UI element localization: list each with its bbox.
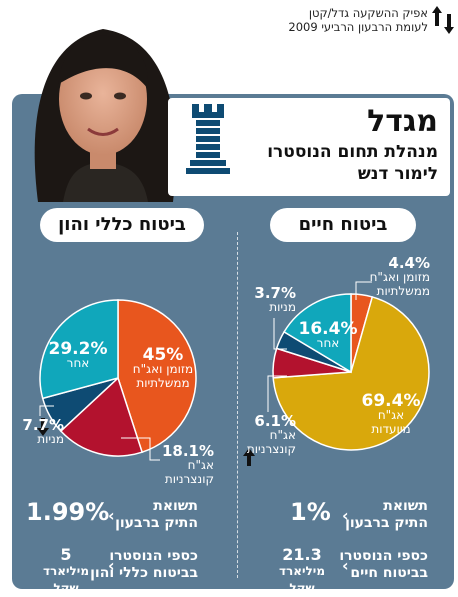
life-stocks-text1: מניות: [269, 300, 296, 314]
life-gov-text2: ממשלתיות: [376, 284, 430, 298]
general-other-label: 29.2% אחר: [46, 339, 110, 371]
life-nostro-label: כספי הנוסטרו בביטוח חיים: [339, 548, 428, 582]
manager-photo: [34, 29, 176, 202]
life-corporate-text1: אג"ח: [269, 428, 296, 442]
trend-legend-line1: אפיק ההשקעה גדל/קטן: [308, 6, 428, 20]
general-gov-label: 45% מזומן ואג"ח ממשלתיות: [118, 345, 208, 391]
general-gov-value: 45%: [142, 345, 184, 365]
life-gov-label: 4.4% מזומן ואג"ח ממשלתיות: [369, 254, 430, 299]
leader-life-stocks: [273, 318, 287, 350]
general-pie-slice-0: [117, 299, 197, 454]
general-return-value: 1.99%: [26, 498, 110, 526]
trend-arrows: [37, 418, 255, 466]
general-return-label-2: התיק ברבעון: [115, 515, 198, 531]
leader-life-corporate: [267, 375, 287, 412]
life-gov-text1: מזומן ואג"ח: [369, 270, 430, 284]
down-arrow-icon: [37, 418, 49, 436]
manager-name: לימור דנש: [357, 164, 438, 184]
general-corporate-value: 18.1%: [161, 442, 214, 460]
general-gov-text2: ממשלתיות: [136, 376, 190, 390]
general-other-value: 29.2%: [48, 339, 108, 359]
life-stocks-value: 3.7%: [254, 284, 296, 302]
trend-legend-note: אפיק ההשקעה גדל/קטן לעומת הרבעון הרביעי …: [208, 6, 428, 34]
general-nostro-unit: מיליארד שקל: [42, 564, 90, 595]
leader-lines: [39, 281, 372, 461]
general-corporate-label: 18.1% אג"ח קונצרניות: [161, 442, 214, 487]
general-nostro-label: כספי הנוסטרו בביטוח כללי והון: [90, 548, 198, 582]
life-other-value: 16.4%: [298, 319, 358, 339]
general-insurance-title: ביטוח כללי והון: [40, 208, 204, 242]
general-return-label-1: תשואת: [153, 498, 198, 514]
life-nostro-label-1: כספי הנוסטרו: [339, 548, 428, 564]
life-earmarked-text2: מיועדות: [371, 422, 411, 436]
life-earmarked-text1: אג"ח: [377, 408, 405, 422]
leader-general-corporate: [121, 437, 160, 461]
trend-legend-line2: לעומת הרבעון הרביעי 2009: [288, 20, 428, 34]
general-pie-slice-3: [39, 299, 119, 400]
life-nostro-value: 21.3: [282, 545, 322, 564]
section-divider: [237, 232, 238, 578]
general-return-chevron-icon: ‹: [108, 506, 115, 525]
general-return-label: תשואת התיק ברבעון: [115, 498, 198, 532]
company-name: מגדל: [367, 104, 438, 139]
general-nostro-value-block: 5 מיליארד שקל: [30, 546, 102, 597]
life-pie-slice-1: [272, 296, 430, 451]
up-down-arrows-icon: [432, 6, 454, 34]
manager-role: מנהלת תחום הנוסטרו: [267, 142, 438, 162]
life-return-value: 1%: [290, 498, 331, 526]
life-stocks-label: 3.7% מניות: [254, 284, 296, 315]
life-corporate-value: 6.1%: [254, 412, 296, 430]
general-corporate-text1: אג"ח: [187, 458, 214, 472]
life-other-text1: אחר: [316, 336, 340, 350]
life-return-label: תשואת התיק ברבעון: [345, 498, 428, 532]
general-nostro-chevron-icon: ‹: [108, 556, 115, 575]
general-corporate-text2: קונצרניות: [164, 472, 214, 486]
life-corporate-text2: קונצרניות: [246, 442, 296, 456]
general-insurance-pie: [39, 299, 197, 457]
life-return-chevron-icon: ‹: [342, 506, 349, 525]
general-stocks-label: 7.7% מניות: [22, 416, 64, 447]
life-earmarked-value: 69.4%: [361, 391, 421, 411]
general-stocks-text1: מניות: [37, 432, 64, 446]
life-corporate-label: 6.1% אג"ח קונצרניות: [246, 412, 296, 457]
life-return-label-1: תשואת: [383, 498, 428, 514]
rook-tower-logo-icon: [186, 104, 230, 174]
life-pie-slice-4: [283, 293, 352, 374]
general-nostro-value: 5: [60, 545, 72, 564]
life-nostro-chevron-icon: ‹: [342, 556, 349, 575]
life-nostro-label-2: בביטוח חיים: [350, 565, 428, 581]
life-insurance-pie: [272, 293, 430, 451]
general-gov-text1: מזומן ואג"ח: [132, 362, 194, 376]
leader-life-gov: [355, 281, 372, 300]
life-return-label-2: התיק ברבעון: [345, 515, 428, 531]
life-earmarked-label: 69.4% אג"ח מיועדות: [346, 391, 436, 437]
life-gov-value: 4.4%: [388, 254, 430, 272]
life-insurance-title: ביטוח חיים: [270, 208, 416, 242]
general-pie-slice-1: [59, 376, 144, 457]
life-other-label: 16.4% אחר: [296, 319, 360, 351]
general-other-text1: אחר: [66, 356, 90, 370]
leader-general-stocks: [39, 405, 54, 416]
up-arrow-icon: [243, 448, 255, 466]
general-stocks-value: 7.7%: [22, 416, 64, 434]
life-nostro-value-block: 21.3 מיליארד שקל: [268, 546, 336, 597]
general-nostro-label-2: בביטוח כללי והון: [90, 565, 198, 581]
life-nostro-unit: מיליארד שקל: [278, 564, 326, 595]
general-nostro-label-1: כספי הנוסטרו: [109, 548, 198, 564]
